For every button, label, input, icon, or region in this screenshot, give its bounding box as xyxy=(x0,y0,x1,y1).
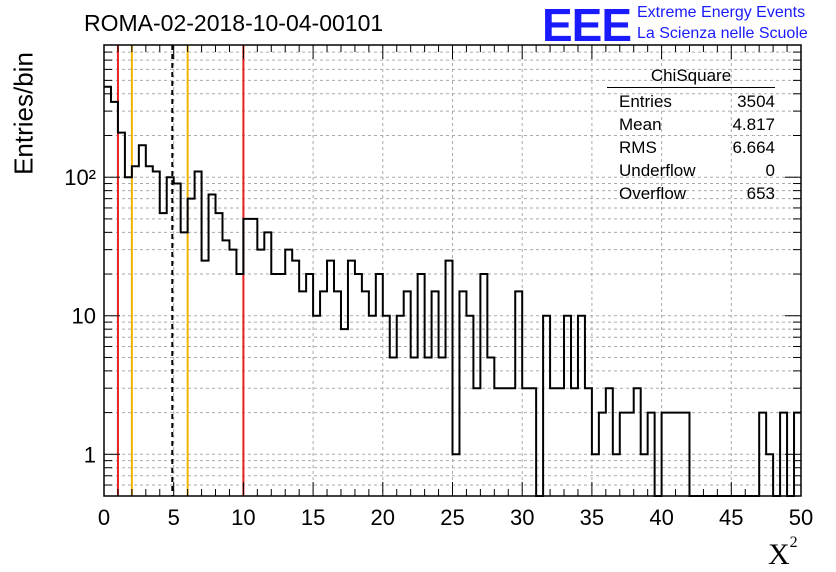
stat-label: Mean xyxy=(619,115,662,134)
stat-row-mean: Mean 4.817 xyxy=(611,113,775,136)
threshold-lines xyxy=(116,45,245,496)
stat-row-entries: Entries 3504 xyxy=(611,90,775,113)
y-tick-label: 1 xyxy=(84,442,96,467)
stat-label: Overflow xyxy=(619,184,687,203)
x-tick-label: 30 xyxy=(510,505,534,530)
stat-value: 0 xyxy=(765,161,775,180)
x-tick-label: 35 xyxy=(580,505,604,530)
stat-value: 653 xyxy=(746,184,775,203)
x-tick-label: 0 xyxy=(98,505,110,530)
x-tick-label: 25 xyxy=(440,505,464,530)
stats-box: ChiSquare Entries 3504 Mean 4.817 RMS 6.664… xyxy=(607,66,775,205)
logo-line-1: Extreme Energy Events xyxy=(637,4,806,21)
histogram-series xyxy=(104,85,801,497)
x-tick-label: 15 xyxy=(301,505,325,530)
stat-row-underflow: Underflow 0 xyxy=(611,159,775,182)
axis-layer: 0 5 10 15 20 25 30 35 40 45 50 1 10 10² xyxy=(64,45,813,530)
y-tick-label: 10 xyxy=(72,304,96,329)
stat-label: RMS xyxy=(619,138,657,157)
plot-frame xyxy=(103,44,802,497)
x-axis-label-sup: 2 xyxy=(789,534,798,551)
x-tick-label: 50 xyxy=(789,505,813,530)
stat-label: Underflow xyxy=(619,161,696,180)
x-tick-label: 5 xyxy=(168,505,180,530)
y-axis-label: Entries/bin xyxy=(8,52,39,175)
stat-label: Entries xyxy=(619,92,672,111)
stat-value: 3504 xyxy=(737,92,775,111)
stat-value: 6.664 xyxy=(732,138,775,157)
logo: EEE Extreme Energy Events La Scienza nel… xyxy=(542,0,808,51)
y-tick-label: 10² xyxy=(64,165,96,190)
stat-row-rms: RMS 6.664 xyxy=(611,136,775,159)
stats-title: ChiSquare xyxy=(607,66,775,88)
x-tick-label: 20 xyxy=(371,505,395,530)
logo-line-2: La Scienza nelle Scuole xyxy=(637,25,808,42)
x-tick-label: 45 xyxy=(719,505,743,530)
x-axis-label: X2 xyxy=(768,534,798,572)
stat-row-overflow: Overflow 653 xyxy=(611,182,775,205)
x-tick-label: 10 xyxy=(231,505,255,530)
x-tick-label: 40 xyxy=(649,505,673,530)
x-axis-label-base: X xyxy=(768,538,790,571)
eee-logo-mark: EEE xyxy=(542,0,632,51)
page-title: ROMA-02-2018-10-04-00101 xyxy=(84,10,384,36)
stat-value: 4.817 xyxy=(732,115,775,134)
